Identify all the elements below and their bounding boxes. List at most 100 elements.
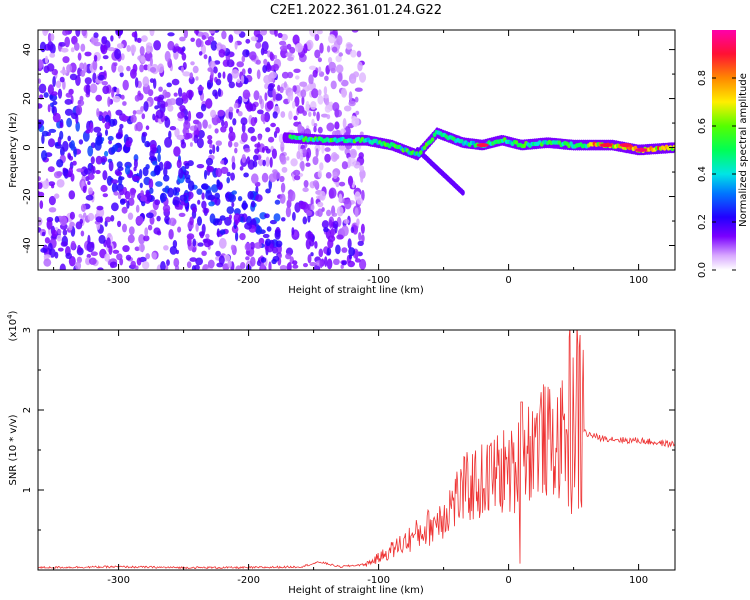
spectral-cell: [172, 187, 178, 196]
spectral-cell: [237, 111, 243, 117]
spectral-cell: [169, 126, 177, 131]
spectral-cell: [120, 94, 125, 100]
colorbar-tick-label: 0.0: [697, 262, 708, 278]
spectral-cell: [275, 240, 283, 248]
spectral-cell: [312, 111, 316, 117]
spectral-cell: [342, 118, 347, 129]
spectral-cell: [52, 112, 61, 123]
spectral-cell: [119, 258, 124, 266]
spectral-cell: [209, 149, 213, 155]
spectral-cell: [319, 42, 324, 54]
y-tick-label: 1: [22, 487, 33, 493]
spectral-cell: [311, 88, 319, 99]
spectral-cell: [335, 244, 341, 255]
x-tick-label: -300: [107, 575, 130, 586]
spectral-cell: [127, 212, 134, 220]
spectral-cell: [157, 63, 165, 74]
spectral-cell: [341, 79, 349, 87]
spectral-cell: [122, 223, 127, 233]
spectral-cell: [352, 71, 360, 78]
spectral-cell: [168, 229, 174, 240]
spectral-cell: [166, 82, 172, 88]
spectral-cell: [263, 74, 271, 84]
spectral-cell: [250, 200, 256, 208]
spectral-cell: [266, 226, 272, 232]
spectral-cell: [134, 94, 140, 102]
spectral-cell: [228, 126, 234, 133]
spectral-cell: [326, 209, 332, 217]
spectral-cell: [59, 130, 64, 140]
spectral-cell: [201, 192, 205, 200]
spectral-cell: [90, 251, 98, 256]
spectral-cell: [306, 83, 314, 91]
spectral-cell: [116, 161, 123, 169]
spectral-cell: [269, 219, 277, 225]
spectral-cell: [65, 92, 73, 98]
spectral-cell: [337, 72, 343, 82]
spectral-cell: [163, 174, 170, 182]
colorbar-gradient: [712, 30, 736, 270]
spectral-cell: [265, 127, 271, 133]
spectral-cell: [62, 79, 66, 90]
spectral-cell: [116, 87, 120, 95]
colorbar-tick-label: 0.2: [697, 214, 708, 230]
spectral-cell: [47, 104, 51, 113]
spectral-cell: [158, 86, 163, 92]
spectral-cell: [344, 199, 352, 210]
spectral-cell: [317, 89, 322, 96]
spectral-cell: [122, 79, 129, 91]
spectral-cell: [326, 258, 333, 270]
spectral-cell: [321, 143, 325, 154]
spectral-cell: [303, 147, 307, 157]
spectral-cell: [139, 182, 143, 189]
spectral-cell: [216, 228, 220, 238]
spectral-cell: [39, 200, 44, 210]
spectral-cell: [140, 106, 145, 112]
spectral-cell: [167, 40, 175, 51]
spectral-cell: [207, 259, 215, 269]
spectral-cell: [40, 247, 48, 253]
spectral-cell: [175, 97, 184, 106]
spectral-cell: [112, 95, 121, 103]
spectral-cell: [108, 160, 114, 172]
spectral-cell: [87, 212, 95, 222]
spectral-cell: [268, 136, 275, 143]
spectral-cell: [57, 247, 64, 252]
spectral-cell: [195, 76, 199, 81]
spectral-cell: [68, 256, 76, 267]
spectral-cell: [261, 172, 269, 183]
spectral-cell: [241, 154, 246, 163]
spectral-cell: [92, 166, 96, 174]
spectral-cell: [331, 46, 338, 53]
spectral-cell: [228, 140, 233, 148]
spectral-cell: [319, 259, 323, 269]
spectral-cell: [336, 234, 344, 240]
spectral-cell: [48, 195, 56, 206]
spectral-cell: [306, 210, 312, 217]
spectral-cell: [209, 143, 213, 149]
spectral-cell: [265, 238, 271, 247]
spectral-cell: [60, 47, 69, 53]
spectral-cell: [186, 89, 194, 99]
spectral-cell: [292, 85, 297, 93]
spectral-cell: [130, 260, 136, 269]
spectral-cell: [234, 41, 238, 50]
spectral-cell: [187, 180, 195, 192]
y-tick-label: -40: [22, 237, 33, 253]
spectral-cell: [274, 230, 281, 240]
spectral-cell: [173, 92, 178, 97]
spectral-cell: [142, 261, 150, 270]
y-tick-label: 40: [22, 43, 33, 56]
spectral-cell: [47, 41, 54, 51]
spectral-cell: [314, 241, 318, 249]
spectral-cell: [217, 109, 225, 117]
spectral-cell: [140, 190, 145, 197]
spectral-cell: [201, 250, 207, 256]
spectral-cell: [46, 63, 55, 72]
spectral-cell: [44, 237, 51, 244]
spectral-cell: [48, 128, 57, 133]
spectral-cell: [338, 52, 344, 57]
spectral-cell: [268, 173, 277, 183]
spectral-cell: [359, 258, 367, 270]
spectral-cell: [66, 64, 73, 73]
